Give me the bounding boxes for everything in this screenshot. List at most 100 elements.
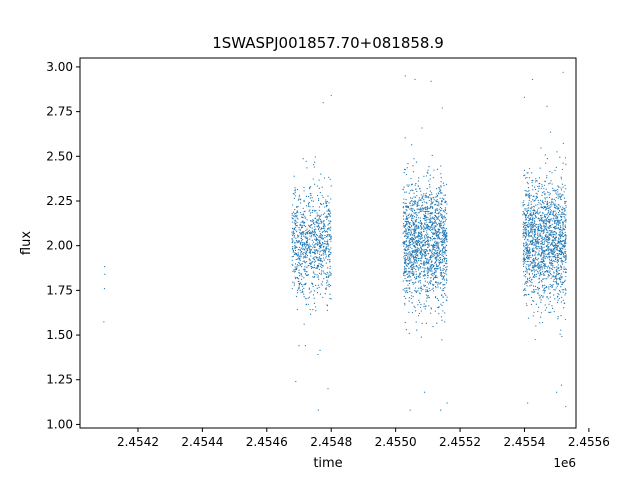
data-point [318, 214, 320, 216]
data-point [416, 194, 418, 197]
data-point [422, 209, 424, 211]
data-point [437, 203, 440, 205]
data-point [327, 213, 329, 215]
data-point [424, 275, 426, 277]
data-point [527, 264, 530, 266]
data-point [291, 237, 293, 240]
data-point [413, 258, 415, 260]
data-point [436, 201, 438, 203]
data-point [555, 213, 557, 216]
data-point [427, 252, 429, 255]
data-point [431, 256, 433, 258]
data-point [294, 263, 297, 265]
data-point [440, 238, 442, 240]
data-point [297, 249, 300, 251]
data-point [548, 267, 551, 269]
data-point [417, 221, 419, 224]
data-point [421, 223, 423, 225]
data-point [545, 271, 547, 273]
data-point [539, 230, 541, 232]
data-point [546, 231, 548, 234]
data-point [562, 213, 564, 215]
data-point [531, 172, 533, 174]
data-point [542, 284, 544, 286]
data-point [528, 240, 530, 242]
data-point [442, 229, 444, 232]
data-point [403, 261, 406, 264]
data-point [409, 223, 411, 225]
data-point [440, 241, 442, 243]
data-point [436, 250, 438, 252]
data-point [544, 289, 546, 292]
data-point [559, 258, 561, 260]
data-point [540, 299, 542, 301]
data-point [438, 306, 440, 308]
data-point [445, 234, 447, 236]
data-point [428, 248, 431, 251]
data-point [445, 232, 447, 234]
data-point [104, 265, 106, 268]
data-point [426, 210, 428, 212]
data-point [317, 266, 319, 268]
data-point [552, 213, 554, 216]
data-point [550, 210, 553, 212]
data-point [307, 303, 309, 305]
data-point [419, 188, 421, 190]
data-point [560, 315, 562, 317]
data-point [325, 253, 327, 255]
data-point [410, 232, 413, 234]
data-point [317, 220, 319, 222]
data-point [292, 255, 294, 257]
data-point [540, 235, 542, 237]
data-point [543, 229, 545, 231]
data-point [417, 281, 420, 283]
data-point [420, 252, 422, 254]
data-point [530, 224, 532, 226]
data-point [443, 268, 445, 270]
data-point [419, 265, 422, 268]
data-point [530, 227, 532, 229]
data-point [528, 277, 531, 280]
data-point [525, 213, 527, 216]
data-point [429, 258, 432, 260]
data-point [416, 190, 418, 193]
data-point [409, 251, 411, 253]
data-point [296, 215, 298, 218]
data-point [423, 260, 425, 262]
data-point [291, 239, 293, 241]
data-point [415, 258, 417, 260]
data-point [433, 272, 436, 274]
data-point [528, 194, 531, 196]
data-point [429, 266, 431, 268]
data-point [532, 233, 534, 235]
data-point [546, 202, 548, 204]
data-point [540, 266, 542, 268]
data-point [297, 199, 300, 201]
data-point [565, 237, 567, 239]
data-point [291, 212, 293, 215]
data-point [411, 208, 413, 210]
data-point [316, 252, 318, 254]
data-point [555, 192, 557, 194]
data-point [537, 235, 539, 237]
data-point [522, 236, 524, 238]
data-point [312, 261, 314, 263]
data-point [328, 250, 330, 252]
data-point [421, 270, 423, 273]
data-point [428, 263, 430, 265]
data-point [419, 306, 422, 308]
data-point [434, 241, 436, 243]
data-point [430, 279, 432, 282]
data-point [431, 205, 433, 208]
data-point [548, 311, 550, 313]
data-point [546, 214, 548, 216]
data-point [311, 200, 313, 202]
data-point [527, 255, 529, 257]
data-point [299, 249, 301, 252]
data-point [406, 235, 408, 237]
data-point [417, 290, 419, 292]
data-point [314, 252, 317, 254]
data-point [436, 276, 438, 279]
data-point [405, 191, 408, 193]
data-point [437, 255, 439, 257]
